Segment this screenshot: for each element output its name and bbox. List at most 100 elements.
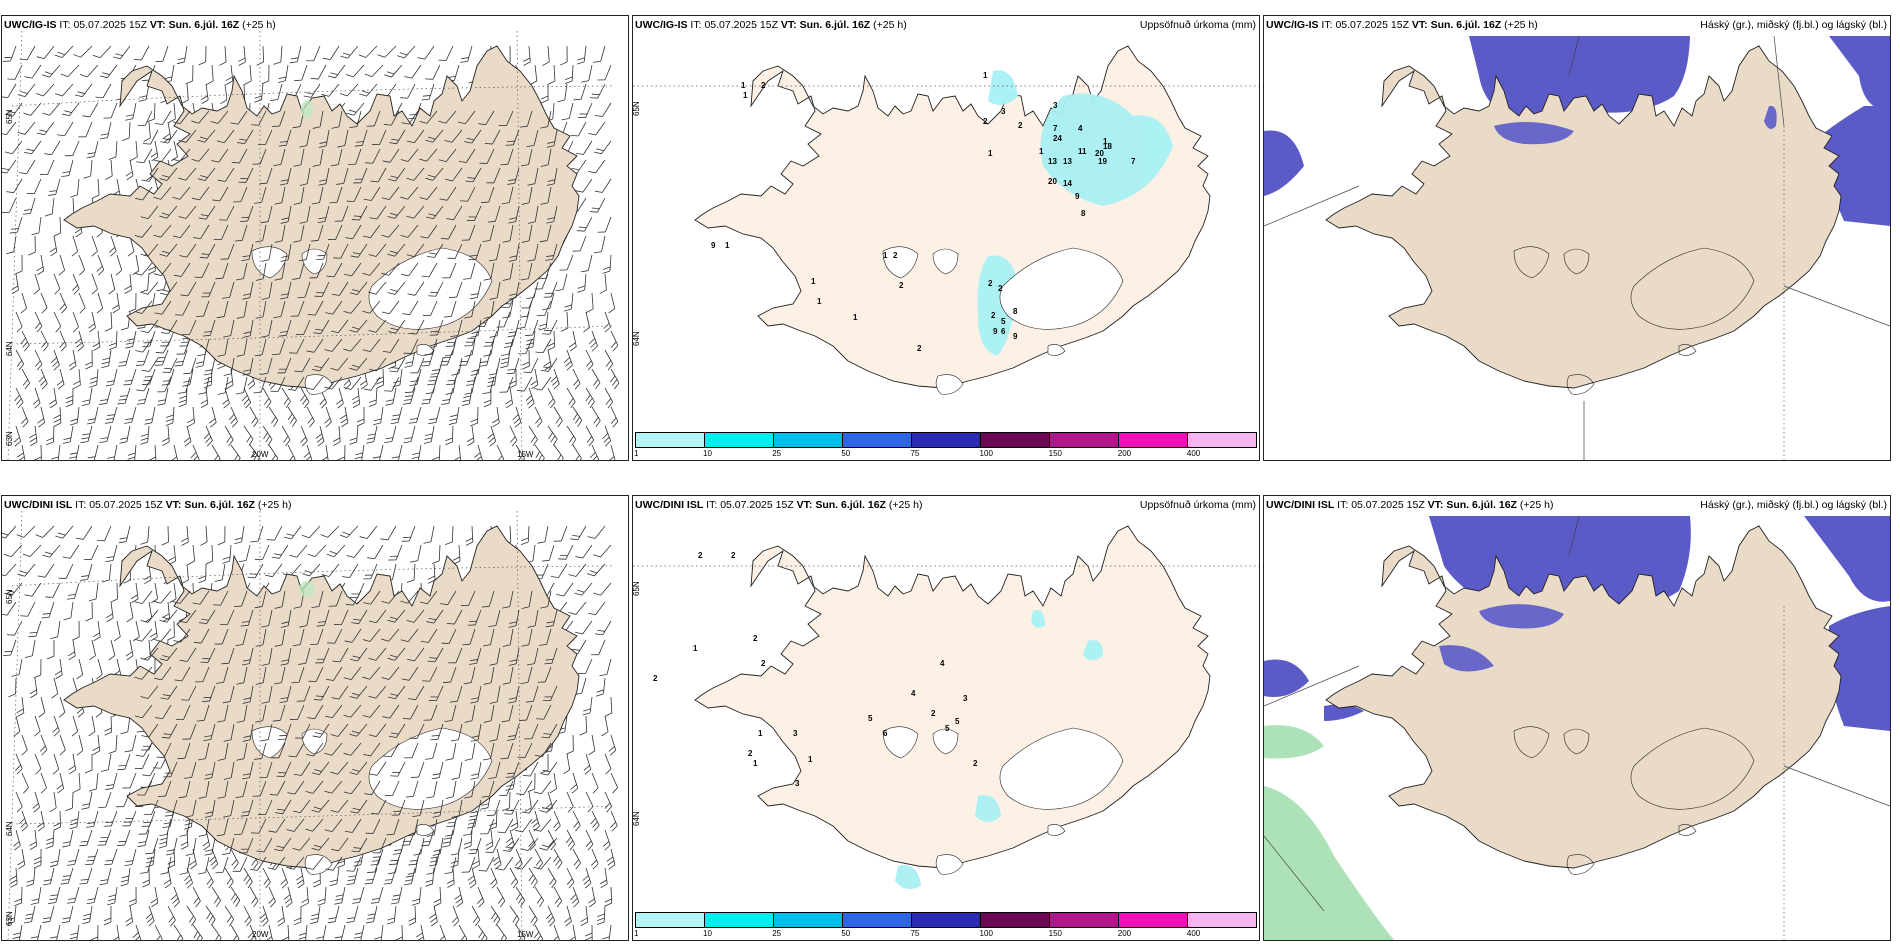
wind-barb — [247, 563, 264, 579]
precip-value: 2 — [991, 311, 996, 320]
wind-barb — [154, 924, 163, 940]
wind-barb — [201, 685, 216, 702]
wind-barb — [107, 444, 118, 460]
panel-header: UWC/IG-IS IT: 05.07.2025 15Z VT: Sun. 6.… — [4, 19, 276, 31]
wind-barb — [597, 64, 612, 81]
wind-barb — [174, 666, 191, 682]
wind-barb — [195, 666, 210, 683]
domain-boundaries — [1264, 35, 1890, 460]
wind-barb — [261, 647, 273, 666]
wind-barb — [141, 167, 159, 182]
wind-barb — [163, 761, 178, 778]
glacier-outline — [251, 246, 288, 279]
precip-colorbar — [635, 912, 1257, 928]
wind-barb — [376, 368, 385, 389]
wind-barb — [520, 837, 539, 852]
wind-barb — [53, 311, 62, 333]
wind-barb — [235, 780, 248, 799]
lat-label-64n: 64N — [5, 821, 14, 836]
wind-barb — [404, 64, 422, 79]
wind-barb — [278, 723, 292, 740]
wind-barb — [344, 628, 362, 643]
wind-barb — [76, 658, 84, 680]
wind-barb — [267, 856, 286, 871]
wind-barb — [44, 140, 61, 156]
wind-barb — [408, 848, 422, 866]
wind-barb — [550, 368, 560, 390]
wind-barb — [79, 867, 93, 885]
wind-barb — [283, 886, 293, 908]
wind-barb — [574, 582, 593, 596]
wind-barb — [566, 425, 577, 446]
wind-barb — [566, 791, 574, 813]
wind-barb — [32, 791, 41, 813]
wind-barb — [103, 102, 118, 119]
wind-barb — [524, 791, 532, 813]
wind-barb — [283, 525, 302, 540]
wind-barb — [349, 685, 368, 699]
wind-barb — [45, 829, 55, 849]
lat-label-65n: 65N — [632, 581, 641, 596]
wind-barb — [317, 205, 330, 224]
colorbar-swatch — [912, 433, 981, 447]
wind-barb — [388, 544, 403, 561]
wind-barb — [170, 444, 179, 460]
wind-barb — [306, 45, 321, 62]
wind-barb — [153, 590, 172, 604]
wind-barb — [340, 45, 359, 59]
wind-barb — [461, 856, 476, 873]
wind-barb — [182, 723, 197, 740]
wind-barb — [446, 205, 463, 221]
wind-barb — [150, 140, 159, 162]
wind-map-bottom — [2, 510, 618, 940]
wind-barb — [58, 254, 66, 276]
wind-barb — [259, 167, 273, 185]
wind-barb — [242, 319, 254, 338]
wind-barb — [280, 867, 288, 889]
wind-barb — [591, 639, 606, 656]
wind-barb — [247, 924, 257, 940]
wind-barb — [181, 563, 189, 584]
precip-value: 1 — [1039, 147, 1044, 156]
glacier-outline — [999, 247, 1124, 330]
wind-barb — [530, 368, 539, 390]
wind-barb — [489, 319, 501, 338]
wind-barb — [447, 243, 463, 259]
lead-time: (+25 h) — [1519, 499, 1554, 511]
wind-barb — [381, 186, 400, 201]
wind-barb — [140, 856, 153, 874]
wind-barb — [305, 856, 324, 870]
wind-barb — [54, 658, 63, 680]
wind-barb — [124, 273, 132, 294]
wind-barb — [533, 924, 543, 940]
wind-barb — [140, 205, 159, 220]
iceland-landmass — [694, 45, 1211, 389]
wind-barb — [303, 83, 321, 98]
wind-barb — [388, 723, 406, 738]
wind-barb — [410, 357, 425, 374]
wind-barb — [292, 262, 305, 280]
wind-barb — [585, 829, 594, 851]
high-cloud-ne-strip — [1829, 36, 1890, 111]
wind-barb — [470, 685, 482, 704]
wind-barb — [589, 444, 600, 460]
wind-barb — [326, 262, 343, 278]
wind-barb — [539, 224, 552, 243]
wind-barb — [134, 753, 150, 769]
wind-barb — [13, 715, 21, 737]
wind-barb — [80, 563, 93, 581]
wind-barb — [401, 110, 419, 125]
precip-value: 1 — [988, 149, 993, 158]
wind-barb — [479, 148, 495, 164]
wind-barb — [203, 357, 216, 376]
wind-barb — [148, 444, 157, 460]
wind-barb — [448, 647, 463, 664]
wind-barb — [2, 525, 17, 539]
wind-barb — [460, 590, 476, 607]
wind-barb — [438, 45, 454, 61]
model-name: UWC/IG-IS — [1266, 19, 1319, 31]
wind-barb — [428, 406, 441, 424]
wind-barb — [610, 772, 618, 794]
wind-barb — [525, 685, 539, 703]
wind-barb — [173, 628, 191, 643]
